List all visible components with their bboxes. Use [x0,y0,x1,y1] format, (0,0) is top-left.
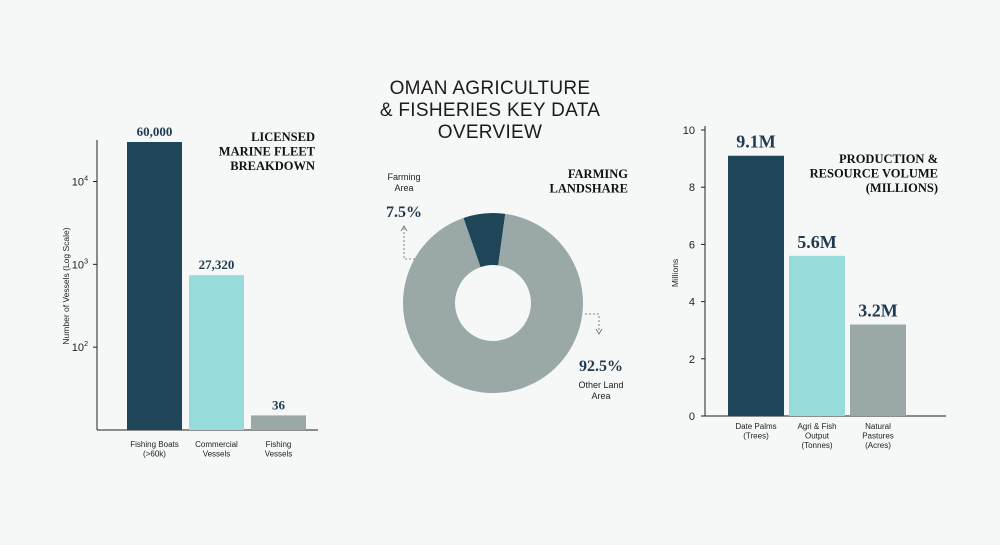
fleet-value-label: 36 [272,397,286,412]
landshare-title: LANDSHARE [550,182,629,196]
landshare-leader-line [403,228,416,260]
production-bar [789,255,845,416]
landshare-slice [463,213,506,268]
production-y-tick-label: 8 [689,182,695,194]
fleet-bar [189,275,244,430]
fleet-category-label: Vessels [203,450,231,459]
landshare-slice-label: Other Land [578,380,623,390]
landshare-title: FARMING [568,167,628,181]
production-y-axis-label: Millions [670,259,680,287]
production-bar [728,155,784,417]
fleet-category-label: (>60k) [143,450,166,459]
production-value-label: 9.1M [736,132,776,152]
production-title: (MILLIONS) [866,181,938,195]
fleet-chart: 102 103 104 Number of Vessels (Log Scale) 60… [61,124,318,459]
fleet-category-label: Commercial [195,440,238,449]
production-category-label: Pastures [862,432,894,441]
production-value-label: 3.2M [858,300,898,320]
fleet-title: BREAKDOWN [230,159,315,173]
fleet-y-tick-label: 102 [72,339,88,354]
fleet-category-label: Fishing [266,440,292,449]
production-category-label: Natural [865,422,891,431]
production-category-label: (Trees) [743,432,769,441]
landshare-slice-label: Farming [387,172,420,182]
main-title: OMAN AGRICULTURE & FISHERIES KEY DATA OV… [340,78,640,144]
fleet-y-tick-label: 104 [72,174,88,189]
fleet-value-label: 27,320 [199,257,235,272]
fleet-category-label: Fishing Boats [130,440,178,449]
production-bar [850,324,906,416]
fleet-category-label: Vessels [265,450,293,459]
main-title-line: OMAN AGRICULTURE [389,78,591,99]
production-title: RESOURCE VOLUME [810,167,938,181]
landshare-leader-line [585,313,600,332]
production-category-label: Date Palms [735,422,776,431]
production-chart: 0 2 4 6 8 10 Millions 9.1M Date Palms(Trees) 5.6M… [670,125,946,450]
production-category-label: Output [805,432,830,441]
landshare-leader-arrow [400,225,408,232]
production-y-tick-label: 2 [689,354,695,366]
fleet-bar [127,142,182,430]
fleet-y-axis-label: Number of Vessels (Log Scale) [61,227,71,344]
landshare-slice [403,213,584,393]
production-value-label: 5.6M [797,232,837,252]
production-category-label: (Acres) [865,441,891,450]
fleet-y-tick-label: 103 [72,256,88,271]
main-title-line: OVERVIEW [437,122,543,143]
production-y-tick-label: 6 [689,239,695,251]
production-y-tick-label: 4 [689,297,695,309]
main-title-line: & FISHERIES KEY DATA [379,100,601,121]
fleet-title: LICENSED [251,130,315,144]
landshare-slice-label: Area [394,183,413,193]
production-category-label: (Tonnes) [801,441,832,450]
production-title: PRODUCTION & [839,152,938,166]
fleet-title: MARINE FLEET [219,145,316,159]
production-y-tick-label: 0 [689,411,695,423]
landshare-leader-arrow [595,328,603,335]
landshare-value-label: 7.5% [386,204,422,221]
landshare-value-label: 92.5% [579,358,623,375]
production-y-tick-label: 10 [683,125,695,137]
fleet-value-label: 60,000 [137,124,173,139]
production-category-label: Agri & Fish [797,422,836,431]
landshare-slice-label: Area [591,391,610,401]
fleet-bar [251,415,306,430]
